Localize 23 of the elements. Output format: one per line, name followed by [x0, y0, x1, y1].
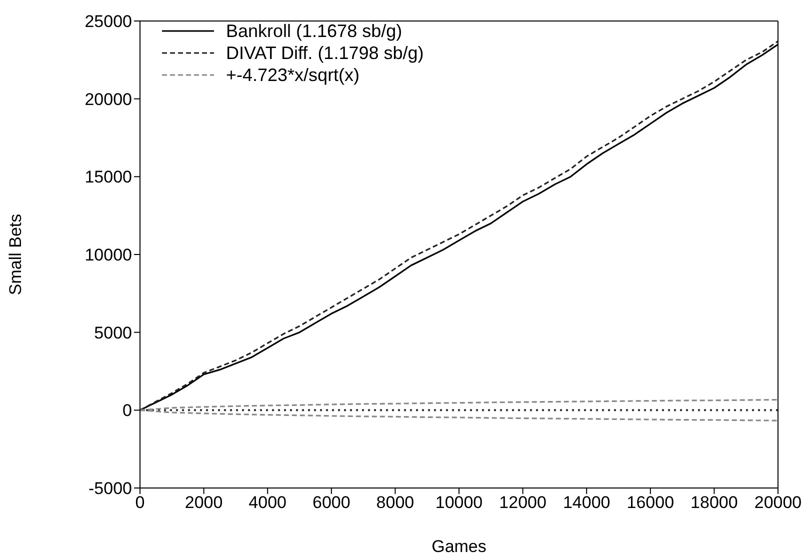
y-tick-label: 0	[122, 401, 132, 420]
x-tick-label: 2000	[184, 493, 223, 512]
y-tick-label: 15000	[84, 168, 132, 187]
x-tick-label: 4000	[248, 493, 287, 512]
legend-label: Bankroll (1.1678 sb/g)	[226, 20, 402, 42]
y-tick-label: 20000	[84, 90, 132, 109]
x-tick-label: 6000	[312, 493, 350, 512]
x-tick-label: 12000	[499, 493, 546, 512]
y-tick-label: 25000	[84, 12, 132, 32]
y-axis-title: Small Bets	[6, 214, 26, 296]
x-tick-label: 18000	[690, 493, 738, 512]
x-tick-label: 0	[135, 493, 145, 512]
x-axis-title: Games	[432, 537, 486, 556]
y-tick-label: 5000	[94, 323, 132, 342]
x-tick-label: 10000	[435, 493, 483, 512]
y-tick-label: 10000	[84, 246, 132, 265]
x-tick-label: 16000	[626, 493, 674, 512]
legend-label: DIVAT Diff. (1.1798 sb/g)	[226, 42, 424, 64]
x-tick-label: 8000	[376, 493, 414, 512]
x-tick-label: 20000	[754, 493, 802, 512]
y-tick-label: -5000	[88, 479, 132, 498]
legend-label: +-4.723*x/sqrt(x)	[226, 64, 360, 86]
x-tick-label: 14000	[562, 493, 610, 512]
